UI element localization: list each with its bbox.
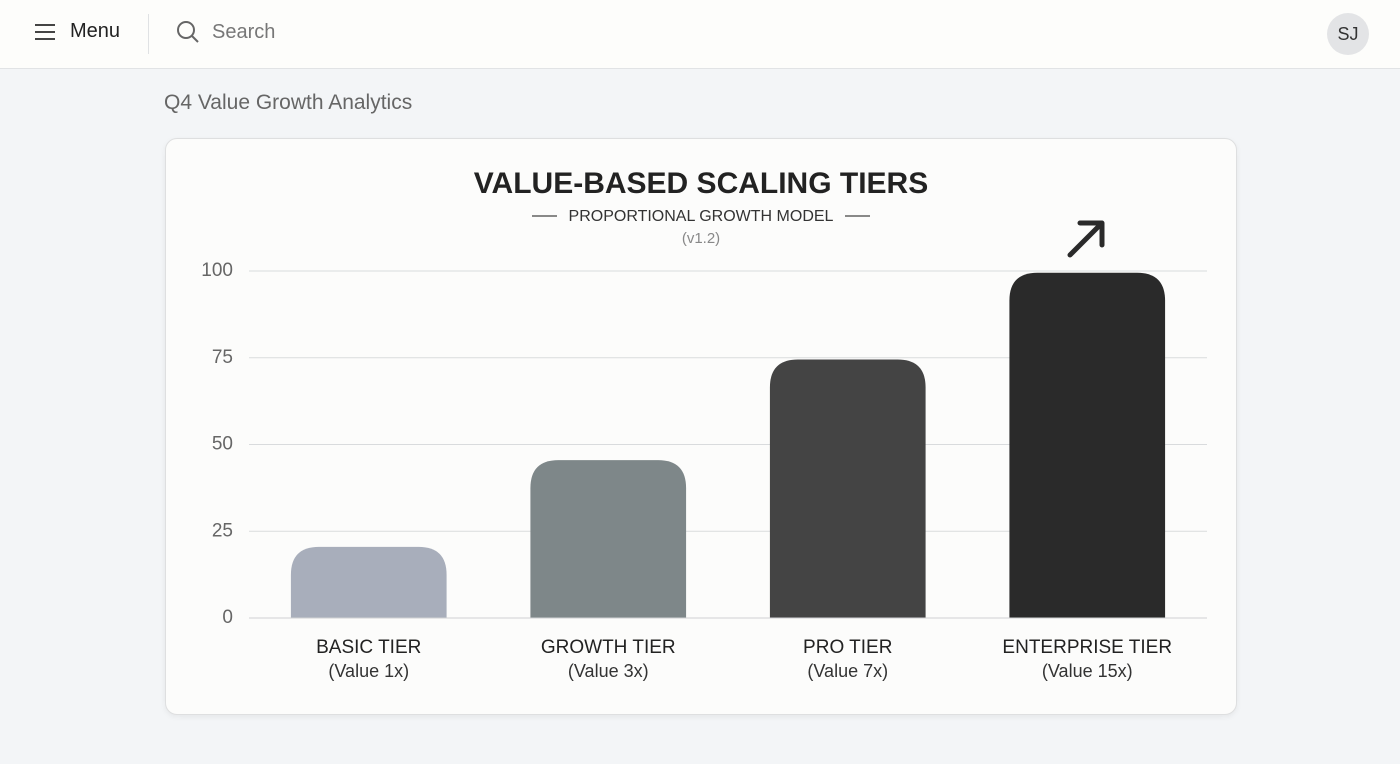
bar	[290, 546, 447, 618]
chart-version: (v1.2)	[682, 230, 720, 247]
bar	[1009, 272, 1166, 618]
x-tick-sublabel: (Value 1x)	[328, 661, 409, 681]
y-tick-label: 50	[212, 434, 233, 455]
x-tick-sublabel: (Value 3x)	[568, 661, 649, 681]
y-tick-label: 100	[201, 260, 233, 281]
menu-label: Menu	[70, 20, 121, 42]
menu-button[interactable]: Menu	[34, 20, 120, 43]
x-tick-label: ENTERPRISE TIER	[1002, 637, 1172, 658]
search-box[interactable]: Search	[176, 20, 275, 44]
top-bar: Menu Search SJ	[0, 0, 1400, 69]
growth-arrow-icon	[1067, 220, 1105, 258]
chart-title: VALUE-BASED SCALING TIERS	[474, 167, 928, 200]
x-tick-label: PRO TIER	[803, 637, 892, 658]
search-placeholder: Search	[212, 20, 276, 43]
chart-card: VALUE-BASED SCALING TIERS PROPORTIONAL G…	[165, 138, 1237, 715]
page-title: Q4 Value Growth Analytics	[164, 91, 413, 114]
chart-subtitle: PROPORTIONAL GROWTH MODEL	[569, 208, 834, 225]
y-tick-label: 0	[222, 607, 233, 628]
y-tick-label: 75	[212, 347, 233, 368]
divider	[148, 14, 149, 54]
x-tick-sublabel: (Value 7x)	[807, 661, 888, 681]
x-tick-label: GROWTH TIER	[541, 637, 676, 658]
bar	[769, 359, 926, 618]
menu-icon	[35, 23, 55, 40]
chart: VALUE-BASED SCALING TIERS PROPORTIONAL G…	[201, 167, 1207, 681]
x-tick-label: BASIC TIER	[316, 637, 421, 658]
bar	[530, 460, 687, 618]
avatar[interactable]: SJ	[1327, 13, 1369, 55]
search-icon	[177, 21, 199, 43]
x-tick-sublabel: (Value 15x)	[1042, 661, 1133, 681]
y-tick-label: 25	[212, 520, 233, 541]
